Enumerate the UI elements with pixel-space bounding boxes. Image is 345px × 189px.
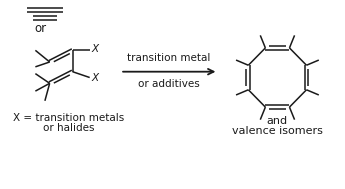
- Text: or additives: or additives: [138, 79, 200, 89]
- Text: or: or: [34, 22, 46, 36]
- Text: transition metal: transition metal: [127, 53, 210, 63]
- Text: X = transition metals: X = transition metals: [13, 113, 124, 123]
- Text: or halides: or halides: [43, 123, 95, 133]
- Text: X: X: [91, 44, 99, 54]
- Text: and: and: [267, 116, 288, 126]
- Text: X: X: [91, 74, 99, 84]
- Text: valence isomers: valence isomers: [232, 126, 323, 136]
